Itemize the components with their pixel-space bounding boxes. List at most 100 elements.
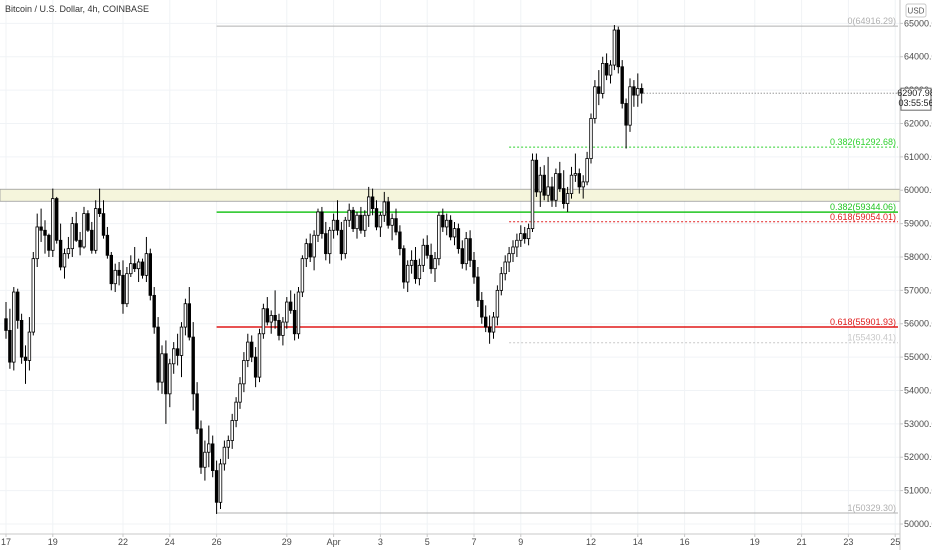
candle-body [74,223,78,241]
last-price-box [900,87,932,111]
candle-body [374,208,379,228]
candle-body [624,103,628,126]
candle-body [316,211,320,236]
candle-body [405,264,410,283]
candle-body [550,186,554,201]
currency-label: USD [908,7,925,16]
candle-body [597,86,601,94]
price-tick-label: 54000.00 [904,385,932,395]
time-tick-label: 22 [118,537,128,547]
candle-body [460,248,464,265]
candle-body [421,244,425,266]
candle-body [12,291,16,363]
candle-body [308,243,312,258]
price-tick-label: 64000.00 [904,52,932,62]
fib-level-label: 0(64916.29) [847,16,896,26]
candle-body [109,254,113,285]
candle-body [90,229,94,251]
candle-body [355,214,359,230]
time-tick-label: 14 [633,537,643,547]
candle-body [417,264,422,280]
candle-body [168,363,172,395]
last-price-value: 62907.98 [897,88,932,98]
candle-body [230,420,234,441]
fib-levels [216,25,900,514]
candle-body [636,88,640,96]
price-tick-label: 50000.00 [904,519,932,529]
candle-body [324,233,328,255]
candle-body [351,209,355,230]
chart-title: Bitcoin / U.S. Dollar, 4h, COINBASE [5,4,149,14]
candle-body [507,253,511,263]
candle-body [441,214,445,228]
candle-body [140,261,145,276]
candle-body [246,341,250,361]
last-price-tag: 62907.98 03:55:56 [897,87,932,111]
candle-body [156,326,160,383]
candle-body [285,301,289,323]
candle-body [152,294,156,328]
candle-body [281,321,285,336]
candle-body [183,303,188,328]
candle-body [335,219,340,231]
time-tick-label: 19 [750,537,760,547]
candle-body [27,331,32,361]
price-tick-label: 58000.00 [904,252,932,262]
candle-body [58,239,63,268]
candle-body [86,213,90,231]
price-axis[interactable]: 50000.00 51000.00 52000.00 53000.00 54000.00… [900,18,932,529]
candle-body [425,244,429,256]
time-axis[interactable]: 17 19 22 24 26 29 Apr 3 5 7 9 12 14 16 19 21 23 25 [1,534,900,547]
candle-body [125,273,129,305]
zone-layer [0,188,901,202]
candle-body [15,291,20,321]
candle-body [121,274,125,305]
candle-body [129,263,133,275]
candle-body [296,291,301,335]
candle-body [78,239,82,248]
candle-body [503,261,507,275]
price-tick-label: 55000.00 [904,352,932,362]
candle-body [312,234,316,258]
currency-button[interactable]: USD [905,3,927,18]
candle-body [214,470,219,503]
price-tick-label: 60000.00 [904,185,932,195]
price-tick-label: 65000.00 [904,18,932,28]
fib-labels: 0(64916.29) 0.382(61292.68) 0.382(59344.06… [830,16,896,513]
candle-body [238,383,242,403]
candle-body [4,318,8,331]
candle-body [331,219,336,231]
candle-body [249,341,254,358]
candle-body [476,276,480,301]
candle-body [132,263,137,270]
candle-body [577,173,581,188]
candle-body [47,234,51,251]
candle-body [612,29,617,66]
time-tick-label: 12 [586,537,596,547]
fib-level-label: 0.382(59344.06) [830,202,896,212]
candle-body [511,246,515,255]
candle-body [23,356,28,361]
candle-body [562,188,566,204]
candle-body [35,226,39,260]
candle-body [546,186,550,196]
candle-body [491,316,496,333]
candle-body [456,228,461,250]
time-tick-label: 3 [378,537,383,547]
candle-body [640,88,644,94]
candle-body [273,314,277,321]
candle-body [363,214,367,231]
candle-body [620,66,624,104]
candle-body [210,443,215,471]
candle-body [480,299,484,318]
resistance-zone [0,188,901,202]
candle-body [394,218,398,233]
time-tick-label: Apr [327,537,341,547]
time-tick-label: 26 [212,537,222,547]
candle-body [526,228,531,240]
candle-body [43,229,47,236]
candle-body [94,208,98,251]
fib-level-label: 0.382(61292.68) [830,137,896,147]
